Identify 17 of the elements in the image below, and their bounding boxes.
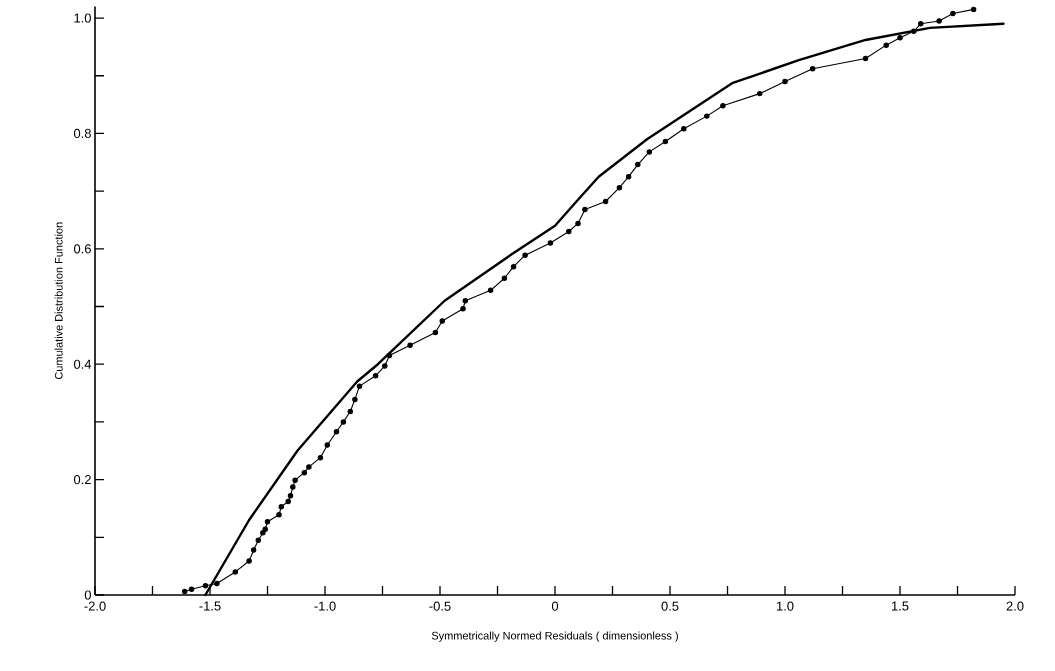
- x-tick-label: -0.5: [429, 601, 451, 611]
- y-tick-label: 0.2: [73, 475, 91, 485]
- y-tick-label: 0.4: [73, 359, 92, 369]
- y-tick-label: 0.6: [73, 244, 91, 254]
- x-tick-label: -2.0: [84, 601, 106, 611]
- x-axis-title: Symmetrically Normed Residuals ( dimensionless ): [431, 631, 678, 642]
- x-tick-label: 2.0: [1006, 601, 1024, 611]
- y-axis-title: Cumulative Distribution Function: [54, 222, 63, 380]
- y-tick-label: 1.0: [74, 13, 91, 23]
- x-tick-label: -1.0: [314, 601, 336, 611]
- x-tick-label: 0: [551, 601, 559, 611]
- y-tick-label: 0: [84, 590, 91, 600]
- x-tick-label: 1.5: [891, 601, 909, 611]
- y-tick-label: 0.8: [73, 128, 91, 139]
- x-tick-label: 1.0: [776, 601, 794, 611]
- x-tick-label: -1.5: [199, 601, 221, 611]
- x-tick-label: 0.5: [661, 601, 679, 611]
